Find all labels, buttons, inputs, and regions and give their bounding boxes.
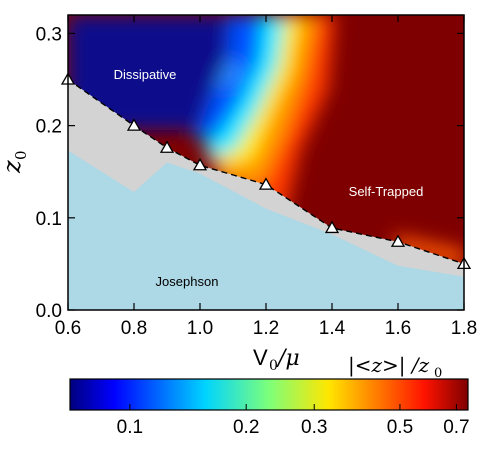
boundary-marker [324, 220, 340, 234]
y-axis-label: z 0 [0, 150, 30, 174]
x-axis-label: V 0 /μ [253, 345, 300, 374]
boundary-marker [390, 234, 406, 247]
region-label-josephson: Josephson [156, 274, 219, 289]
colorbar-tick-label: 0.7 [443, 417, 469, 438]
boundary-dashed-line [67, 78, 465, 265]
y-axis-ticks: 0.0 0.1 0.2 0.3 [36, 24, 464, 322]
boundary-markers [60, 72, 472, 270]
boundary-marker [192, 157, 208, 171]
x-tick-label: 1.0 [187, 318, 213, 339]
x-tick-label: 0.6 [55, 318, 81, 339]
region-label-self-trapped: Self-Trapped [349, 184, 424, 199]
x-axis-label-main: V [253, 345, 268, 370]
y-tick-label: 0.0 [36, 301, 62, 322]
x-axis-ticks: 0.6 0.8 1.0 1.2 1.4 1.6 1.8 [55, 15, 477, 339]
colorbar-label: |<z>| /z 0 [348, 353, 442, 381]
colorbar-tick-label: 0.2 [233, 417, 259, 438]
x-axis-label-sub: 0 [269, 358, 278, 374]
y-axis-label-sub: 0 [12, 150, 30, 160]
boundary-marker [126, 118, 142, 131]
colorbar-tick-label: 0.1 [117, 417, 143, 438]
boundary-marker [258, 177, 274, 190]
colorbar-ticks: 0.1 0.2 0.3 0.5 0.7 [117, 404, 470, 438]
colorbar-label-sub: 0 [434, 366, 442, 381]
y-tick-label: 0.2 [36, 117, 62, 138]
colorbar-tick-label: 0.5 [387, 417, 413, 438]
colorbar-tick-label: 0.3 [301, 417, 327, 438]
x-tick-label: 1.6 [385, 318, 411, 339]
y-tick-label: 0.1 [36, 209, 62, 230]
josephson-region [68, 150, 464, 310]
heatmap-area [68, 15, 464, 310]
x-tick-label: 1.8 [451, 318, 477, 339]
x-tick-label: 1.4 [319, 318, 346, 339]
colorbar [69, 378, 469, 411]
y-axis-label-main: z [0, 160, 26, 174]
boundary-marker [159, 140, 175, 153]
x-tick-label: 0.8 [121, 318, 147, 339]
colorbar-label-main: |<z>| /z [348, 353, 430, 378]
x-axis-label-tail: /μ [276, 346, 300, 371]
region-label-dissipative: Dissipative [114, 67, 177, 82]
x-tick-label: 1.2 [253, 318, 279, 339]
y-tick-label: 0.3 [36, 24, 62, 45]
